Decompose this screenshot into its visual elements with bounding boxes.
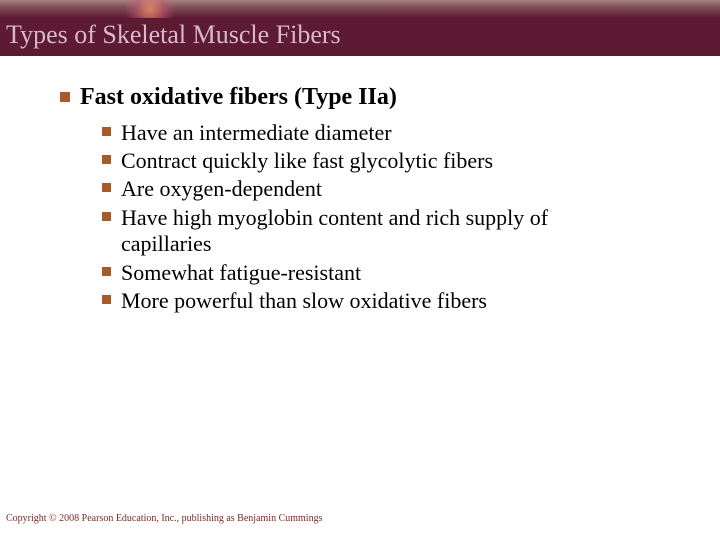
item-text: Somewhat fatigue-resistant xyxy=(121,260,361,286)
sub-bullet-list: Have an intermediate diameter Contract q… xyxy=(60,118,690,315)
copyright-text: Copyright © 2008 Pearson Education, Inc.… xyxy=(6,513,322,524)
square-bullet-icon xyxy=(102,212,111,221)
list-item: Have an intermediate diameter xyxy=(102,120,690,146)
item-text: More powerful than slow oxidative fibers xyxy=(121,288,487,314)
square-bullet-icon xyxy=(102,295,111,304)
item-text: Contract quickly like fast glycolytic fi… xyxy=(121,148,493,174)
square-bullet-icon xyxy=(102,155,111,164)
slide-title: Types of Skeletal Muscle Fibers xyxy=(0,20,341,50)
main-bullet-item: Fast oxidative fibers (Type IIa) xyxy=(60,84,690,112)
list-item: Somewhat fatigue-resistant xyxy=(102,260,690,286)
square-bullet-icon xyxy=(102,267,111,276)
list-item: Are oxygen-dependent xyxy=(102,176,690,202)
list-item: Have high myoglobin content and rich sup… xyxy=(102,205,690,258)
list-item: Contract quickly like fast glycolytic fi… xyxy=(102,148,690,174)
item-text: Are oxygen-dependent xyxy=(121,176,322,202)
content-area: Fast oxidative fibers (Type IIa) Have an… xyxy=(0,56,720,314)
main-heading: Fast oxidative fibers (Type IIa) xyxy=(80,84,397,112)
square-bullet-icon xyxy=(102,183,111,192)
square-bullet-icon xyxy=(60,92,70,102)
square-bullet-icon xyxy=(102,127,111,136)
list-item: More powerful than slow oxidative fibers xyxy=(102,288,690,314)
item-text: Have an intermediate diameter xyxy=(121,120,392,146)
item-text: Have high myoglobin content and rich sup… xyxy=(121,205,641,258)
title-banner: Types of Skeletal Muscle Fibers xyxy=(0,0,720,56)
banner-decoration xyxy=(0,0,720,18)
